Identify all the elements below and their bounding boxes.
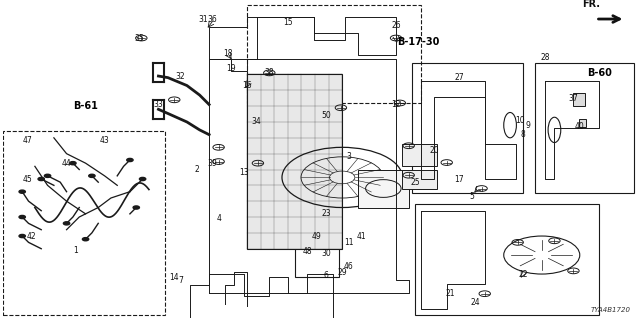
Text: 39: 39 (207, 159, 217, 168)
Bar (415, 204, 599, 315)
Text: 24: 24 (470, 298, 480, 307)
Circle shape (140, 177, 146, 180)
Circle shape (70, 162, 76, 165)
Bar (573, 93, 585, 106)
Bar (403, 144, 437, 166)
Text: 43: 43 (100, 137, 109, 146)
Text: 37: 37 (568, 94, 579, 103)
Text: 25: 25 (410, 178, 420, 187)
Text: 27: 27 (454, 73, 464, 82)
Text: 1: 1 (74, 246, 79, 255)
Text: 36: 36 (207, 14, 217, 24)
Text: 42: 42 (27, 232, 36, 241)
Text: 48: 48 (303, 247, 312, 256)
Text: 22: 22 (518, 269, 527, 278)
Text: 10: 10 (515, 116, 524, 125)
Circle shape (19, 215, 26, 219)
Circle shape (19, 190, 26, 193)
Text: 20: 20 (429, 146, 439, 155)
Text: FR.: FR. (582, 0, 600, 9)
Text: 38: 38 (264, 68, 274, 77)
Text: 34: 34 (252, 117, 262, 126)
Text: 30: 30 (321, 249, 332, 258)
Text: TYA4B1720: TYA4B1720 (591, 307, 630, 313)
Bar (247, 5, 421, 103)
Text: 16: 16 (243, 81, 252, 90)
Text: 44: 44 (61, 159, 72, 168)
Bar (536, 63, 634, 193)
Text: B-17-30: B-17-30 (397, 37, 440, 47)
Text: 8: 8 (520, 130, 525, 139)
Text: 15: 15 (284, 18, 293, 27)
Bar (294, 242, 339, 277)
Circle shape (19, 235, 26, 238)
Text: B-60: B-60 (588, 68, 612, 78)
Bar (358, 170, 409, 208)
Text: 28: 28 (540, 52, 550, 61)
Text: 26: 26 (391, 21, 401, 30)
Bar (3, 132, 164, 315)
Text: 7: 7 (178, 276, 183, 285)
Text: 14: 14 (170, 273, 179, 282)
Text: 18: 18 (223, 49, 233, 58)
Bar (247, 75, 342, 249)
Bar (412, 63, 523, 193)
Text: 9: 9 (525, 121, 531, 130)
Circle shape (133, 206, 140, 209)
Text: 33: 33 (154, 100, 163, 109)
Bar (403, 170, 437, 188)
Circle shape (83, 238, 89, 241)
Circle shape (44, 174, 51, 177)
Text: 5: 5 (470, 192, 474, 201)
Circle shape (127, 158, 133, 162)
Text: 4: 4 (216, 214, 221, 223)
Text: 32: 32 (176, 72, 186, 81)
Circle shape (38, 177, 44, 180)
Text: 29: 29 (337, 268, 347, 277)
Text: 47: 47 (22, 137, 32, 146)
Text: 49: 49 (312, 232, 322, 241)
Text: 3: 3 (346, 152, 351, 161)
Text: B-61: B-61 (73, 101, 98, 111)
Text: 46: 46 (344, 262, 353, 271)
Text: 2: 2 (194, 165, 199, 174)
Text: 45: 45 (22, 174, 32, 183)
Text: 21: 21 (445, 289, 454, 298)
Bar (579, 119, 586, 127)
Text: 12: 12 (391, 100, 401, 109)
Text: 40: 40 (575, 122, 585, 131)
Text: 50: 50 (321, 111, 332, 120)
Text: 41: 41 (356, 232, 366, 241)
Text: 17: 17 (454, 174, 464, 183)
Circle shape (63, 222, 70, 225)
Text: 13: 13 (239, 168, 249, 177)
Text: 35: 35 (134, 34, 144, 43)
Text: 23: 23 (321, 209, 331, 218)
Circle shape (89, 174, 95, 177)
Text: 19: 19 (227, 64, 236, 73)
Text: 31: 31 (198, 14, 207, 24)
Text: 11: 11 (344, 238, 353, 247)
Text: 6: 6 (324, 271, 329, 280)
